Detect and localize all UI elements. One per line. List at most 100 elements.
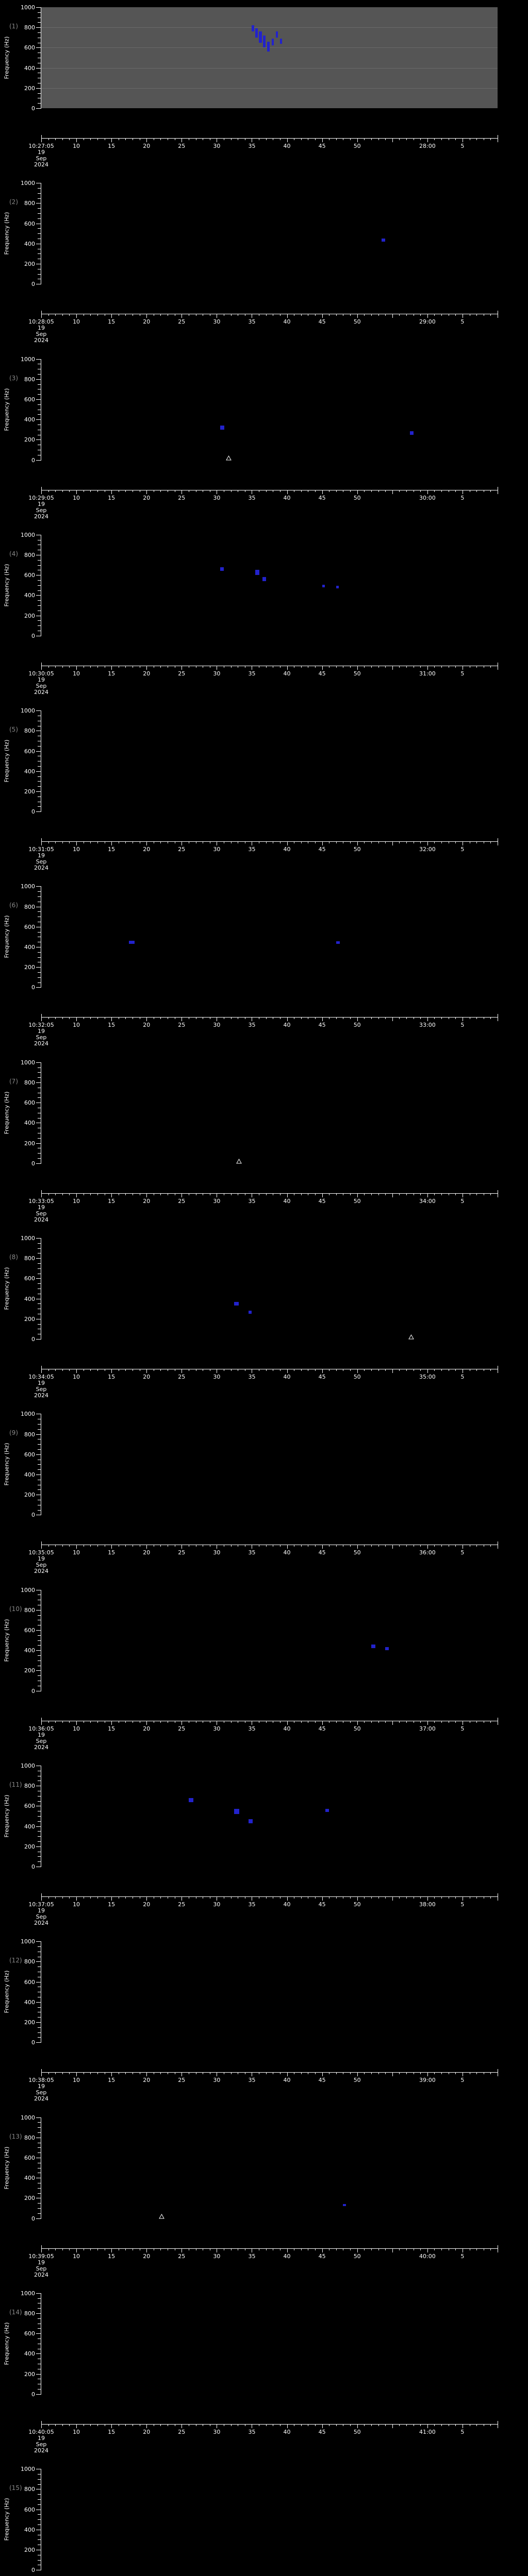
x-tick <box>434 841 435 844</box>
x-tick <box>406 1896 407 1899</box>
x-tick <box>48 1193 49 1195</box>
x-axis-date-line: 2024 <box>34 1919 48 1926</box>
y-axis-title-text: Frequency (Hz) <box>3 388 10 431</box>
x-tick <box>69 138 70 140</box>
y-tick <box>36 1339 41 1340</box>
x-tick <box>41 1193 42 1197</box>
x-tick <box>420 138 421 140</box>
x-tick <box>76 2248 77 2252</box>
x-tick <box>357 314 358 318</box>
x-tick-label: 15 <box>108 318 116 326</box>
y-tick-label: 1000 <box>21 180 35 187</box>
x-tick-label: 45 <box>318 1901 326 1908</box>
x-tick <box>146 2424 147 2428</box>
x-tick <box>301 1545 302 1547</box>
x-tick <box>266 1193 267 1195</box>
x-tick <box>62 1193 63 1195</box>
x-tick <box>62 2248 63 2250</box>
x-tick <box>476 1720 477 1723</box>
x-tick <box>266 138 267 140</box>
x-tick <box>315 2424 316 2426</box>
x-tick <box>160 1017 161 1020</box>
panel-index-label: (15) <box>9 2484 22 2492</box>
x-tick <box>441 1896 442 1899</box>
spectrogram-panel: 0 200 400 600 800 1000 Frequency (Hz) (14) 10:40… <box>0 2286 528 2462</box>
x-tick <box>315 665 316 668</box>
x-tick <box>48 138 49 140</box>
x-tick <box>266 2248 267 2250</box>
y-tick-label: 0 <box>31 105 35 112</box>
x-tick <box>336 1017 337 1020</box>
detection-mark <box>188 1798 194 1802</box>
y-tick <box>38 972 41 973</box>
y-tick-label: 1000 <box>21 2114 35 2121</box>
x-tick <box>55 1545 56 1547</box>
x-tick <box>357 1720 358 1725</box>
y-tick-label: 400 <box>24 1295 35 1302</box>
x-tick <box>490 1193 491 1195</box>
y-axis-title-text: Frequency (Hz) <box>3 212 10 255</box>
x-tick-label: 50 <box>353 2252 361 2260</box>
y-tick <box>36 2042 41 2043</box>
y-tick <box>36 791 41 792</box>
x-tick-label-start: 10:37:05 19 Sep 2024 <box>28 1901 54 1926</box>
x-tick <box>385 138 386 140</box>
y-tick <box>36 47 41 48</box>
x-tick <box>55 489 56 492</box>
x-tick <box>427 665 428 670</box>
y-tick <box>38 2514 41 2515</box>
x-tick-label: 50 <box>353 1022 361 1029</box>
detection-mark <box>259 31 262 43</box>
x-tick <box>230 489 232 492</box>
x-axis-date-line: 19 <box>38 2083 45 2090</box>
x-tick <box>76 1720 77 1725</box>
x-tick <box>146 665 147 670</box>
y-tick <box>38 1831 41 1832</box>
y-tick <box>38 2193 41 2194</box>
y-tick <box>38 796 41 797</box>
x-tick <box>427 841 428 846</box>
x-tick-label-minute-rollover: 37:00 <box>419 1725 436 1732</box>
x-tick <box>420 1369 421 1371</box>
x-tick-label: 20 <box>143 1725 151 1732</box>
x-axis: 10:40:05 19 Sep 2024 10 15 20 25 30 35 40 45 50 41:00… <box>28 2420 498 2453</box>
x-tick <box>399 314 400 316</box>
x-tick <box>160 1545 161 1547</box>
y-tick <box>38 1615 41 1616</box>
y-tick <box>38 1138 41 1139</box>
x-tick-label: 40 <box>283 1549 291 1556</box>
y-tick <box>38 891 41 892</box>
x-tick-label: 20 <box>143 1374 151 1381</box>
x-tick <box>378 138 379 140</box>
x-tick <box>455 665 456 668</box>
y-tick <box>38 2203 41 2204</box>
y-tick <box>38 404 41 405</box>
x-tick <box>322 841 323 846</box>
x-tick <box>287 1017 288 1022</box>
x-tick <box>315 1896 316 1899</box>
detection-mark <box>234 1301 239 1306</box>
spectrogram-panel: 0 200 400 600 800 1000 Frequency (Hz) (11) 10:37… <box>0 1758 528 1934</box>
y-axis: 0 200 400 600 800 1000 <box>0 2466 41 2573</box>
detection-mark <box>279 38 282 44</box>
x-tick <box>378 1720 379 1723</box>
x-tick <box>146 841 147 846</box>
x-tick <box>41 1896 42 1901</box>
x-tick <box>378 665 379 668</box>
x-tick-label-start: 10:31:05 19 Sep 2024 <box>28 846 54 872</box>
y-tick <box>38 1801 41 1802</box>
y-tick <box>38 620 41 621</box>
x-tick-label: 35 <box>248 318 256 326</box>
x-tick <box>441 138 442 140</box>
y-tick <box>36 7 41 8</box>
y-tick <box>36 379 41 380</box>
x-tick <box>230 1896 232 1899</box>
x-tick <box>146 2248 147 2252</box>
x-tick <box>62 1017 63 1020</box>
x-tick-label-end: 5 <box>460 1725 465 1732</box>
x-tick <box>41 314 42 318</box>
x-tick <box>160 1896 161 1899</box>
x-axis-cap-left <box>41 1717 42 1721</box>
detection-mark <box>271 38 274 46</box>
x-tick <box>322 1545 323 1549</box>
